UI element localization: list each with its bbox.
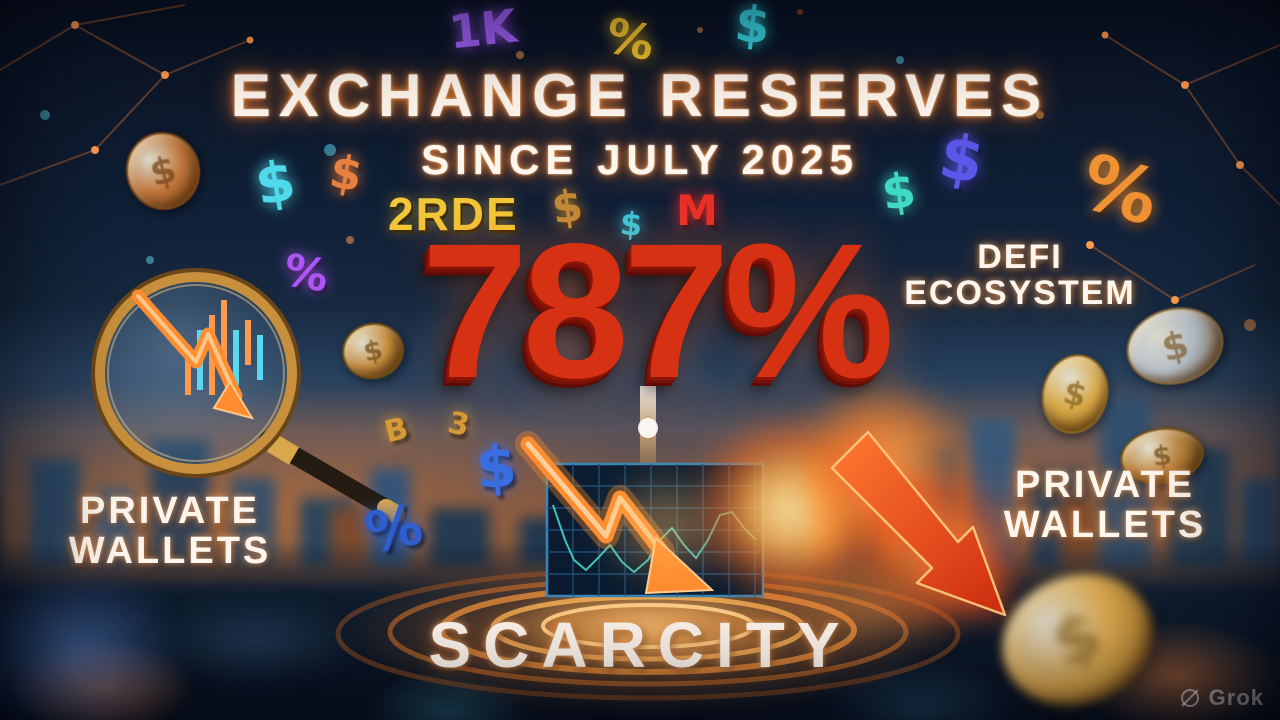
grok-logo-icon <box>1180 689 1199 707</box>
private-left-line1: PRIVATE <box>79 490 261 532</box>
private-right-line2: WALLETS <box>1003 503 1207 546</box>
poster-title: EXCHANGE RESERVES <box>230 62 1050 129</box>
defi-ecosystem-label: DEFI ECOSYSTEM <box>870 238 1170 312</box>
m-symbol: M <box>676 186 718 235</box>
scarcity-label: SCARCITY <box>428 609 852 681</box>
city-building <box>1100 398 1150 568</box>
private-wallets-left-label: PRIVATE WALLETS <box>25 490 315 572</box>
bitcoin-symbol: B <box>380 410 412 451</box>
private-left-line2: WALLETS <box>68 529 272 572</box>
percent-symbol: % <box>279 244 333 303</box>
grok-watermark: Grok <box>1178 685 1264 711</box>
percent-symbol: % <box>600 7 660 73</box>
private-wallets-right-label: PRIVATE WALLETS <box>955 464 1255 546</box>
dollar-symbol: $ <box>732 0 773 56</box>
floor-shadow <box>150 595 360 685</box>
grok-brand-text: Grok <box>1208 685 1264 710</box>
percent-symbol: % <box>359 491 429 568</box>
defi-line1: DEFI <box>977 238 1063 276</box>
stat-value: 787% <box>421 203 894 418</box>
dollar-symbol: $ <box>473 431 519 503</box>
poster-subtitle: SINCE JULY 2025 <box>421 136 859 183</box>
defi-line2: ECOSYSTEM <box>904 273 1136 312</box>
stat-prefix: 2RDE <box>388 188 519 240</box>
private-right-line1: PRIVATE <box>1014 464 1196 506</box>
one-k-symbol: 1K <box>446 0 520 60</box>
